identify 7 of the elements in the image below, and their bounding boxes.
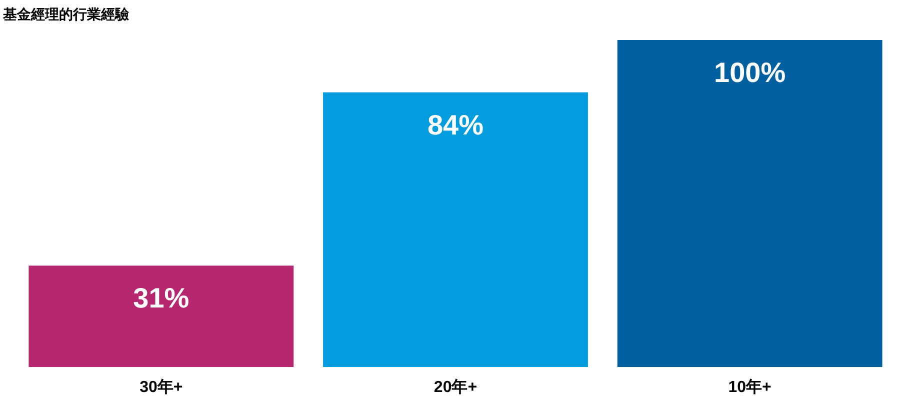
- x-tick-label: 10年+: [728, 378, 772, 396]
- x-tick-label: 20年+: [434, 378, 478, 396]
- data-label: 84%: [427, 109, 484, 140]
- x-tick-label: 30年+: [140, 378, 183, 396]
- data-label: 31%: [133, 282, 190, 314]
- data-label: 100%: [714, 57, 786, 88]
- chart-title: 基金經理的行業經驗: [2, 6, 130, 22]
